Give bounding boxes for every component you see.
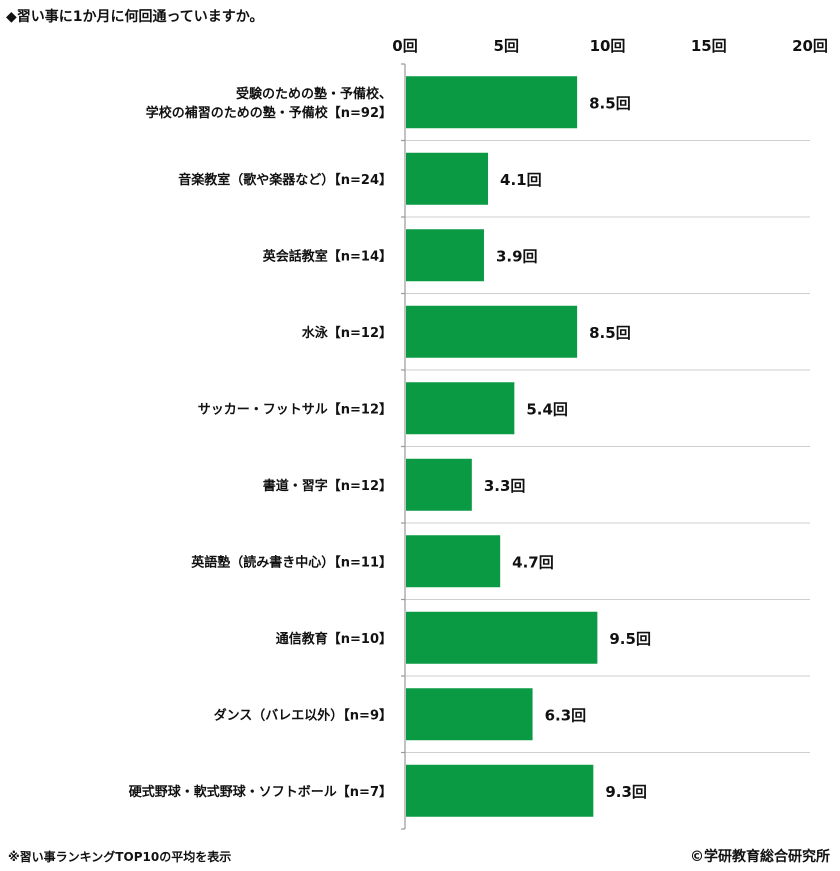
category-label: ダンス（バレエ以外）【n=9】 <box>214 707 392 723</box>
value-label: 6.3回 <box>545 706 587 724</box>
category-label: 音楽教室（歌や楽器など）【n=24】 <box>178 172 392 188</box>
copyright-credit: ©学研教育総合研究所 <box>690 849 830 865</box>
footnote: ※習い事ランキングTOP10の平均を表示 <box>8 850 232 864</box>
category-label: 英語塾（読み書き中心）【n=11】 <box>190 554 392 570</box>
bar <box>406 611 598 664</box>
value-label: 9.5回 <box>609 630 651 648</box>
category-label: 英会話教室【n=14】 <box>262 248 392 264</box>
bar <box>406 688 533 741</box>
bar <box>406 764 594 817</box>
category-label: 水泳【n=12】 <box>302 325 392 341</box>
value-label: 3.3回 <box>484 477 526 495</box>
bar <box>406 458 472 511</box>
x-tick-label: 15回 <box>691 37 727 55</box>
bar <box>406 535 501 588</box>
category-label: 受験のための塾・予備校、 <box>236 86 392 102</box>
category-label: サッカー・フットサル【n=12】 <box>198 401 392 417</box>
x-tick-label: 5回 <box>494 37 519 55</box>
value-label: 9.3回 <box>605 783 647 801</box>
value-label: 8.5回 <box>589 324 631 342</box>
value-label: 4.1回 <box>500 171 542 189</box>
value-label: 5.4回 <box>526 400 568 418</box>
category-label: 学校の補習のための塾・予備校【n=92】 <box>146 105 392 121</box>
bar <box>406 382 515 435</box>
x-tick-label: 0回 <box>392 37 417 55</box>
bar <box>406 152 489 205</box>
category-label: 硬式野球・軟式野球・ソフトボール【n=7】 <box>129 784 392 800</box>
value-label: 8.5回 <box>589 94 631 112</box>
chart-title: ◆習い事に1か月に何回通っていますか。 <box>6 9 264 25</box>
bar <box>406 229 484 282</box>
bar <box>406 76 578 129</box>
x-tick-label: 10回 <box>590 37 626 55</box>
bar <box>406 305 578 358</box>
value-label: 3.9回 <box>496 247 538 265</box>
category-label: 通信教育【n=10】 <box>276 631 392 647</box>
x-tick-label: 20回 <box>792 37 828 55</box>
category-label: 書道・習字【n=12】 <box>263 478 392 494</box>
value-label: 4.7回 <box>512 553 554 571</box>
